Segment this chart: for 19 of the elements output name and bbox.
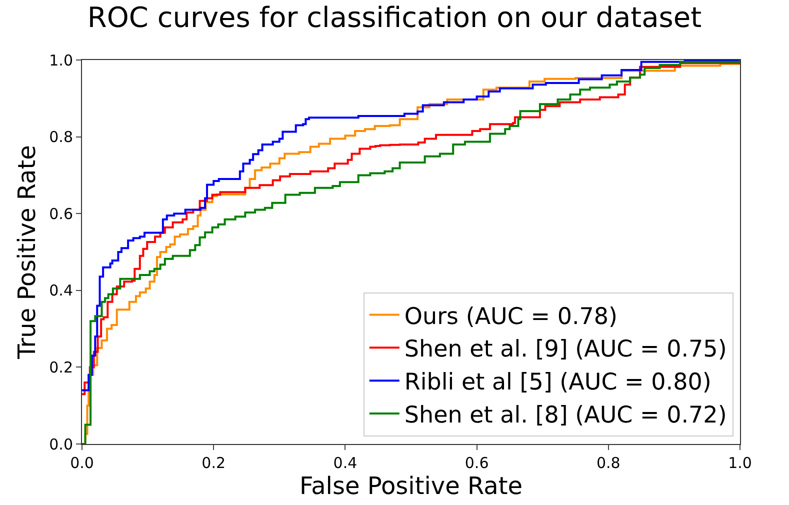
y-tick-label: 1.0: [49, 51, 73, 70]
x-tick-label: 0.4: [333, 454, 358, 472]
chart-title: ROC curves for classification on our dataset: [87, 1, 702, 34]
legend-label: Shen et al. [9] (AUC = 0.75): [404, 336, 727, 363]
y-tick-label: 0.2: [49, 358, 73, 376]
x-tick-label: 0.0: [70, 454, 94, 472]
x-tick-label: 0.8: [596, 454, 620, 472]
legend-label: Ribli et al [5] (AUC = 0.80): [404, 370, 712, 396]
x-tick-label: 1.0: [728, 454, 752, 472]
y-tick-label: 0.4: [49, 282, 73, 300]
y-tick-label: 0.0: [49, 435, 73, 454]
y-tick-label: 0.6: [49, 204, 73, 223]
x-axis-title: False Positive Rate: [299, 472, 523, 500]
y-tick-label: 0.8: [49, 128, 73, 146]
legend-label: Ours (AUC = 0.78): [404, 304, 618, 330]
y-axis-title: True Positive Rate: [13, 145, 42, 360]
legend-label: Shen et al. [8] (AUC = 0.72): [404, 402, 727, 428]
x-tick-label: 0.2: [202, 454, 226, 472]
x-tick-label: 0.6: [464, 454, 489, 472]
